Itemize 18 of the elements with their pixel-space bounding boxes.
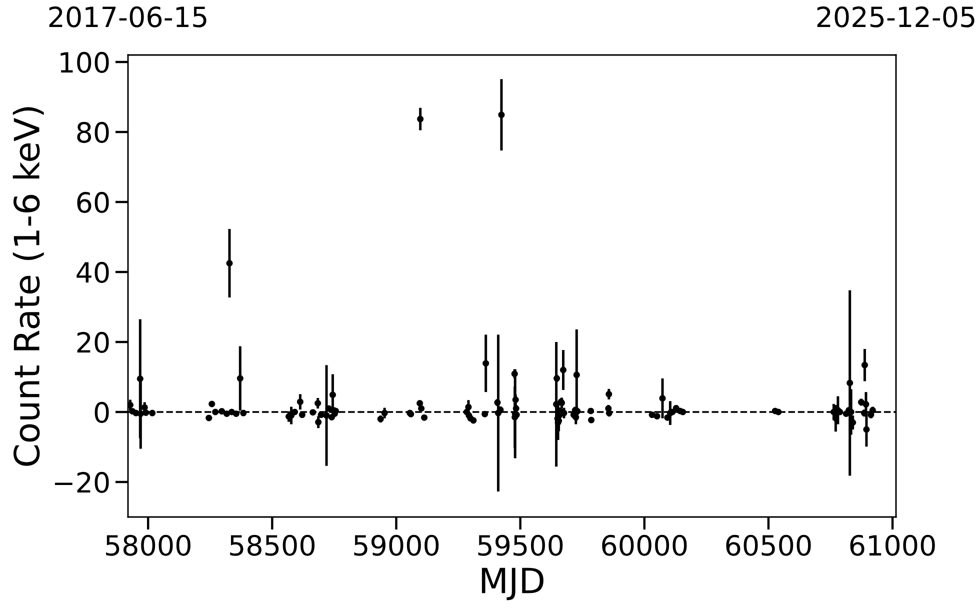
y-tick-label: 100 (60, 52, 109, 73)
y-axis-title: Count Rate (1-6 keV) (12, 107, 44, 466)
y-tick-label: 40 (76, 262, 109, 283)
x-tick-label: 59000 (354, 534, 439, 556)
x2-tick-label: 2017-06-15 (49, 6, 206, 28)
x-axis-title: MJD (482, 568, 544, 600)
y-tick-label: 0 (94, 402, 109, 423)
y-tick-label: −20 (54, 472, 109, 493)
y-tick-label: 20 (77, 332, 109, 353)
x-tick-label: 60500 (726, 534, 811, 556)
x-tick-label: 58000 (106, 534, 190, 556)
x-tick-label: 61000 (850, 534, 935, 556)
y-tick-label: 60 (77, 192, 109, 213)
x-tick-label: 59500 (478, 534, 563, 556)
x-tick-label: 60000 (602, 534, 687, 556)
x2-tick-label: 2025-12-05 (817, 6, 974, 28)
x-tick-label: 58500 (230, 534, 315, 556)
y-tick-label: 80 (77, 122, 109, 143)
